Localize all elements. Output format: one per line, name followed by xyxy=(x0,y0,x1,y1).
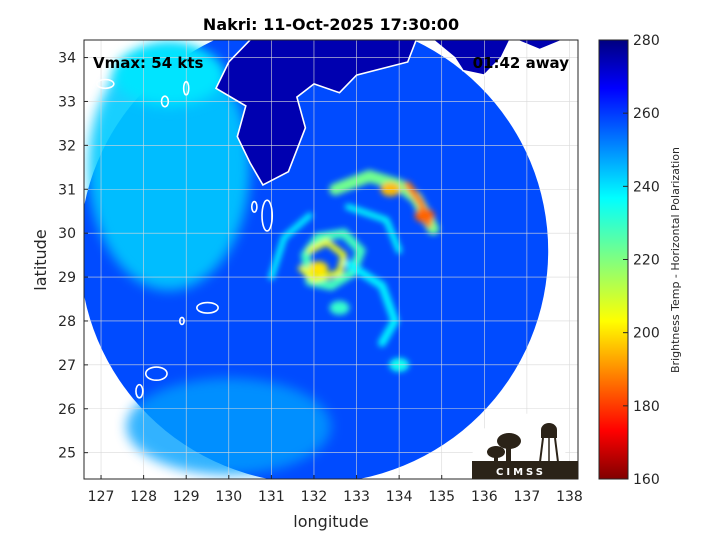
west-band xyxy=(268,212,313,281)
y-tick-label: 30 xyxy=(58,226,76,242)
colorbar: 160 180 200 220 240 260 280 Brightness Temp - … xyxy=(598,33,682,488)
vmax-annotation: Vmax: 54 kts xyxy=(93,54,203,72)
y-axis-label: latitude xyxy=(31,229,50,290)
cimss-logo: CIMSS xyxy=(472,413,578,479)
x-tick-label: 133 xyxy=(343,489,370,505)
colorbar-tick-label: 220 xyxy=(633,253,660,269)
island-8 xyxy=(95,78,115,90)
island-4 xyxy=(144,366,168,382)
plot-frame xyxy=(83,39,579,480)
y-axis-ticks: 25 26 27 28 29 30 31 32 33 34 xyxy=(58,51,88,462)
plot-area: 127 128 129 130 131 132 133 134 135 136 137 138 252… xyxy=(58,39,583,505)
y-tick-label: 32 xyxy=(58,138,76,154)
x-tick-label: 127 xyxy=(88,489,115,505)
colorbar-tick-label: 180 xyxy=(633,399,660,415)
colorbar-tick-label: 160 xyxy=(633,472,660,488)
feature-2 xyxy=(414,208,435,223)
x-tick-label: 132 xyxy=(301,489,328,505)
colorbar-label: Brightness Temp - Horizontal Polarizatio… xyxy=(669,147,682,373)
x-tick-label: 137 xyxy=(514,489,541,505)
colorbar-tick-label: 200 xyxy=(633,326,660,342)
island-0 xyxy=(261,199,274,232)
southeast-band xyxy=(344,259,400,347)
x-tick-label: 129 xyxy=(173,489,200,505)
y-tick-label: 31 xyxy=(58,182,76,198)
colorbar-tick-label: 260 xyxy=(633,106,660,122)
eyewall-arc xyxy=(298,238,348,283)
island-7 xyxy=(160,95,170,108)
y-tick-label: 25 xyxy=(58,446,76,462)
y-tick-label: 28 xyxy=(58,314,76,330)
x-tick-label: 128 xyxy=(130,489,157,505)
coastline xyxy=(95,40,511,399)
x-tick-label: 134 xyxy=(386,489,413,505)
colorbar-tick-label: 280 xyxy=(633,33,660,49)
kyushu-land xyxy=(216,40,417,185)
coastline-kii xyxy=(432,40,511,76)
swath-north-patch xyxy=(113,44,225,106)
inner-band xyxy=(345,203,403,254)
rainbands xyxy=(268,169,440,372)
time-away-annotation: 01:42 away xyxy=(473,54,570,72)
logo-water-tower-icon xyxy=(539,423,559,463)
colorbar-ticks: 160 180 200 220 240 260 280 xyxy=(623,33,660,488)
x-tick-label: 131 xyxy=(258,489,285,505)
x-axis-label: longitude xyxy=(293,512,368,531)
coastline-kyushu xyxy=(214,40,417,186)
logo-radar-dish-icon xyxy=(487,433,521,462)
island-2 xyxy=(196,301,219,314)
x-tick-label: 135 xyxy=(428,489,455,505)
feature-3 xyxy=(329,300,350,315)
island-5 xyxy=(135,383,144,399)
x-axis-ticks: 127 128 129 130 131 132 133 134 135 136 137 138 xyxy=(88,475,583,505)
x-tick-label: 130 xyxy=(215,489,242,505)
island-3 xyxy=(179,316,185,326)
island-6 xyxy=(182,80,190,96)
chart-title: Nakri: 11-Oct-2025 17:30:00 xyxy=(203,15,459,34)
y-tick-label: 26 xyxy=(58,402,76,418)
honshu-land xyxy=(518,40,561,49)
y-tick-label: 34 xyxy=(58,51,76,67)
feature-0 xyxy=(308,261,329,276)
y-tick-label: 33 xyxy=(58,94,76,110)
island-1 xyxy=(250,200,258,213)
x-tick-label: 136 xyxy=(471,489,498,505)
colorbar-tick-label: 240 xyxy=(633,179,660,195)
logo-ground xyxy=(472,461,578,479)
swath-west-lobe xyxy=(88,44,251,291)
y-tick-label: 29 xyxy=(58,270,76,286)
logo-text: CIMSS xyxy=(496,467,546,478)
y-tick-label: 27 xyxy=(58,358,76,374)
brightness-temp-swath xyxy=(84,40,561,479)
x-tick-label: 138 xyxy=(556,489,583,505)
